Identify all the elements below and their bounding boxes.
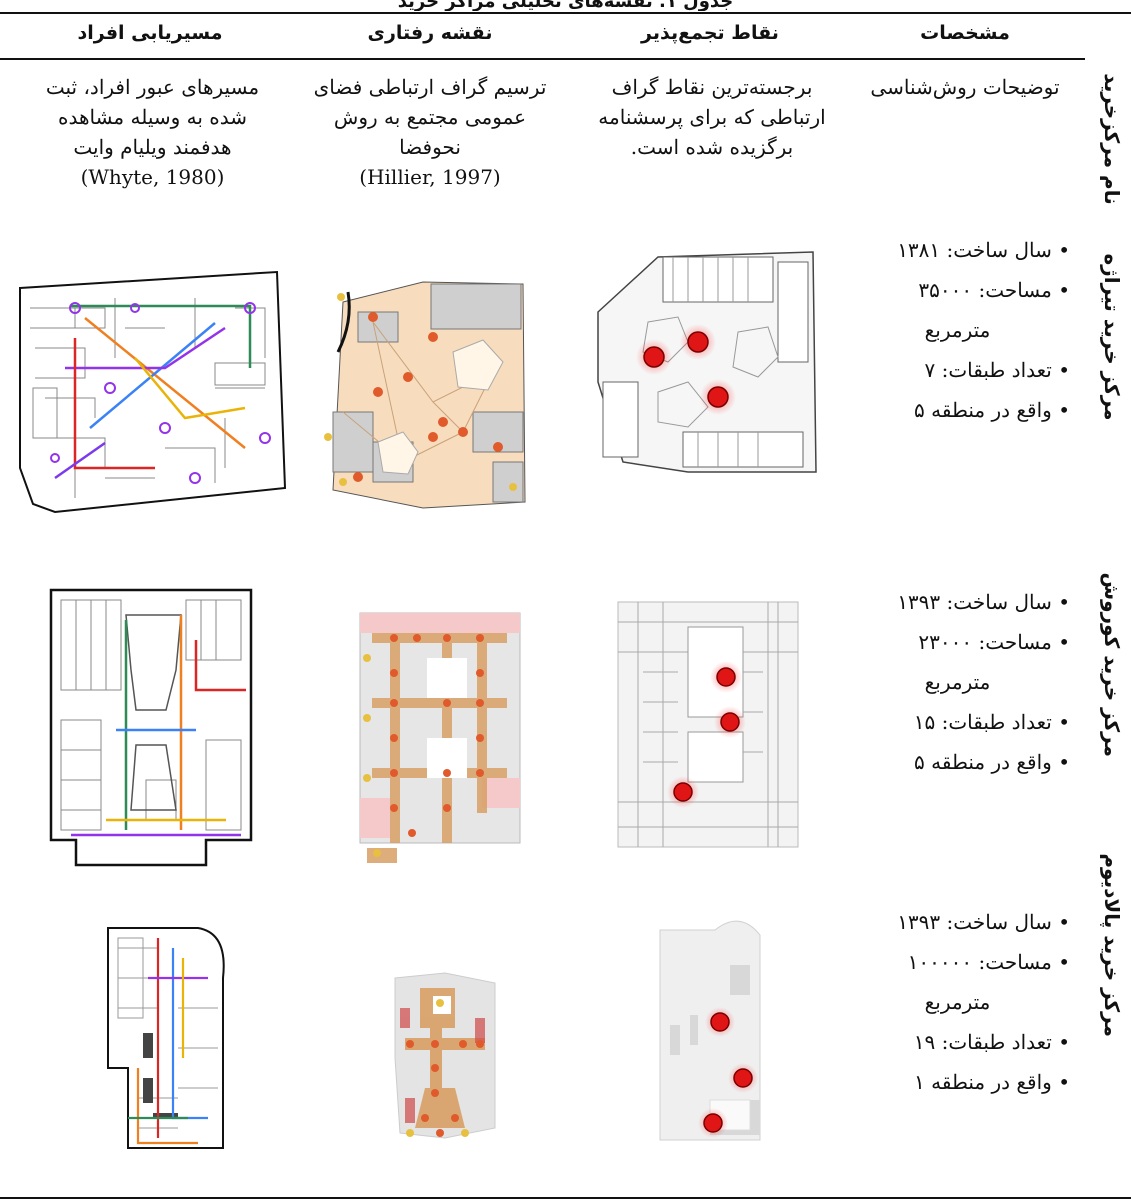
tirajeh-paths-map — [19, 270, 287, 514]
palladium-paths-map — [107, 927, 225, 1149]
palladium-gathering-map — [659, 920, 761, 1141]
desc-behavior-line-2: عمومی مجتمع به روش — [333, 105, 527, 129]
header-behavior-map: نقشه رفتاری — [367, 22, 493, 44]
rowlabel-header: نام مرکزخرید — [1100, 73, 1124, 205]
spec-district: • واقع در منطقه ۵ — [914, 398, 1070, 422]
kourosh-paths-map — [49, 588, 253, 867]
desc-gathering-line-2: ارتباطی که برای پرسشنامه — [598, 105, 826, 129]
tirajeh-gathering-map — [597, 251, 817, 473]
spec-area-unit: مترمربع — [924, 318, 991, 342]
desc-behavior-line-1: ترسیم گراف ارتباطی فضای — [313, 75, 547, 99]
rowlabel-palladium: مرکز خرید پالادیوم — [1100, 853, 1124, 1037]
desc-behavior-citation: (Hillier, 1997) — [359, 165, 501, 189]
specs-palladium: • سال ساخت: ۱۳۹۳ • مساحت: ۱۰۰۰۰۰ مترمربع… — [845, 902, 1070, 1102]
kourosh-behavior-map — [359, 612, 521, 863]
header-people-paths: مسیریابی افراد — [77, 22, 223, 44]
tirajeh-behavior-map — [324, 281, 526, 509]
spec-area: • مساحت: ۱۰۰۰۰۰ — [907, 950, 1070, 974]
table-caption: جدول ۱. نقشه‌های تحلیلی مراکز خرید — [397, 0, 734, 11]
desc-paths-line-1: مسیرهای عبور افراد، ثبت — [45, 75, 260, 99]
spec-floors: • تعداد طبقات: ۱۹ — [913, 1030, 1070, 1054]
specs-kourosh: • سال ساخت: ۱۳۹۳ • مساحت: ۲۳۰۰۰ مترمربع … — [845, 582, 1070, 782]
desc-paths: مسیرهای عبور افراد، ثبت شده به وسیله مشا… — [10, 72, 295, 192]
header-specs: مشخصات — [920, 22, 1010, 44]
spec-district: • واقع در منطقه ۵ — [914, 750, 1070, 774]
spec-year: • سال ساخت: ۱۳۹۳ — [897, 910, 1070, 934]
specs-tirajeh: • سال ساخت: ۱۳۸۱ • مساحت: ۳۵۰۰۰ مترمربع … — [845, 230, 1070, 430]
spec-district: • واقع در منطقه ۱ — [914, 1070, 1070, 1094]
desc-paths-line-3: هدفمند ویلیام وایت — [73, 135, 232, 159]
spec-area-unit: مترمربع — [924, 990, 991, 1014]
desc-paths-citation: (Whyte, 1980) — [80, 165, 225, 189]
spec-area: • مساحت: ۳۵۰۰۰ — [918, 278, 1070, 302]
rowlabel-kourosh: مرکز خرید کوروش — [1100, 572, 1124, 757]
desc-gathering: برجسته‌ترین نقاط گراف ارتباطی که برای پر… — [572, 72, 852, 162]
spec-year: • سال ساخت: ۱۳۸۱ — [897, 238, 1070, 262]
header-rule — [0, 58, 1085, 60]
desc-behavior-map: ترسیم گراف ارتباطی فضای عمومی مجتمع به ر… — [290, 72, 570, 192]
kourosh-gathering-map — [617, 601, 799, 848]
spec-area: • مساحت: ۲۳۰۰۰ — [918, 630, 1070, 654]
spec-floors: • تعداد طبقات: ۷ — [924, 358, 1070, 382]
spec-year: • سال ساخت: ۱۳۹۳ — [897, 590, 1070, 614]
desc-specs-line: توضیحات روش‌شناسی — [870, 75, 1060, 99]
header-gathering-points: نقاط تجمع‌پذیر — [641, 22, 779, 44]
desc-paths-line-2: شده به وسیله مشاهده — [57, 105, 248, 129]
rowlabel-tirajeh: مرکز خرید تیراژه — [1100, 253, 1124, 421]
palladium-behavior-map — [394, 972, 496, 1139]
desc-behavior-line-3: نحوفضا — [399, 135, 461, 159]
desc-gathering-line-1: برجسته‌ترین نقاط گراف — [611, 75, 813, 99]
bottom-rule — [0, 1197, 1131, 1199]
spec-area-unit: مترمربع — [924, 670, 991, 694]
top-rule — [0, 12, 1131, 14]
spec-floors: • تعداد طبقات: ۱۵ — [913, 710, 1070, 734]
desc-specs: توضیحات روش‌شناسی — [850, 72, 1080, 102]
desc-gathering-line-3: برگزیده شده است. — [630, 135, 794, 159]
